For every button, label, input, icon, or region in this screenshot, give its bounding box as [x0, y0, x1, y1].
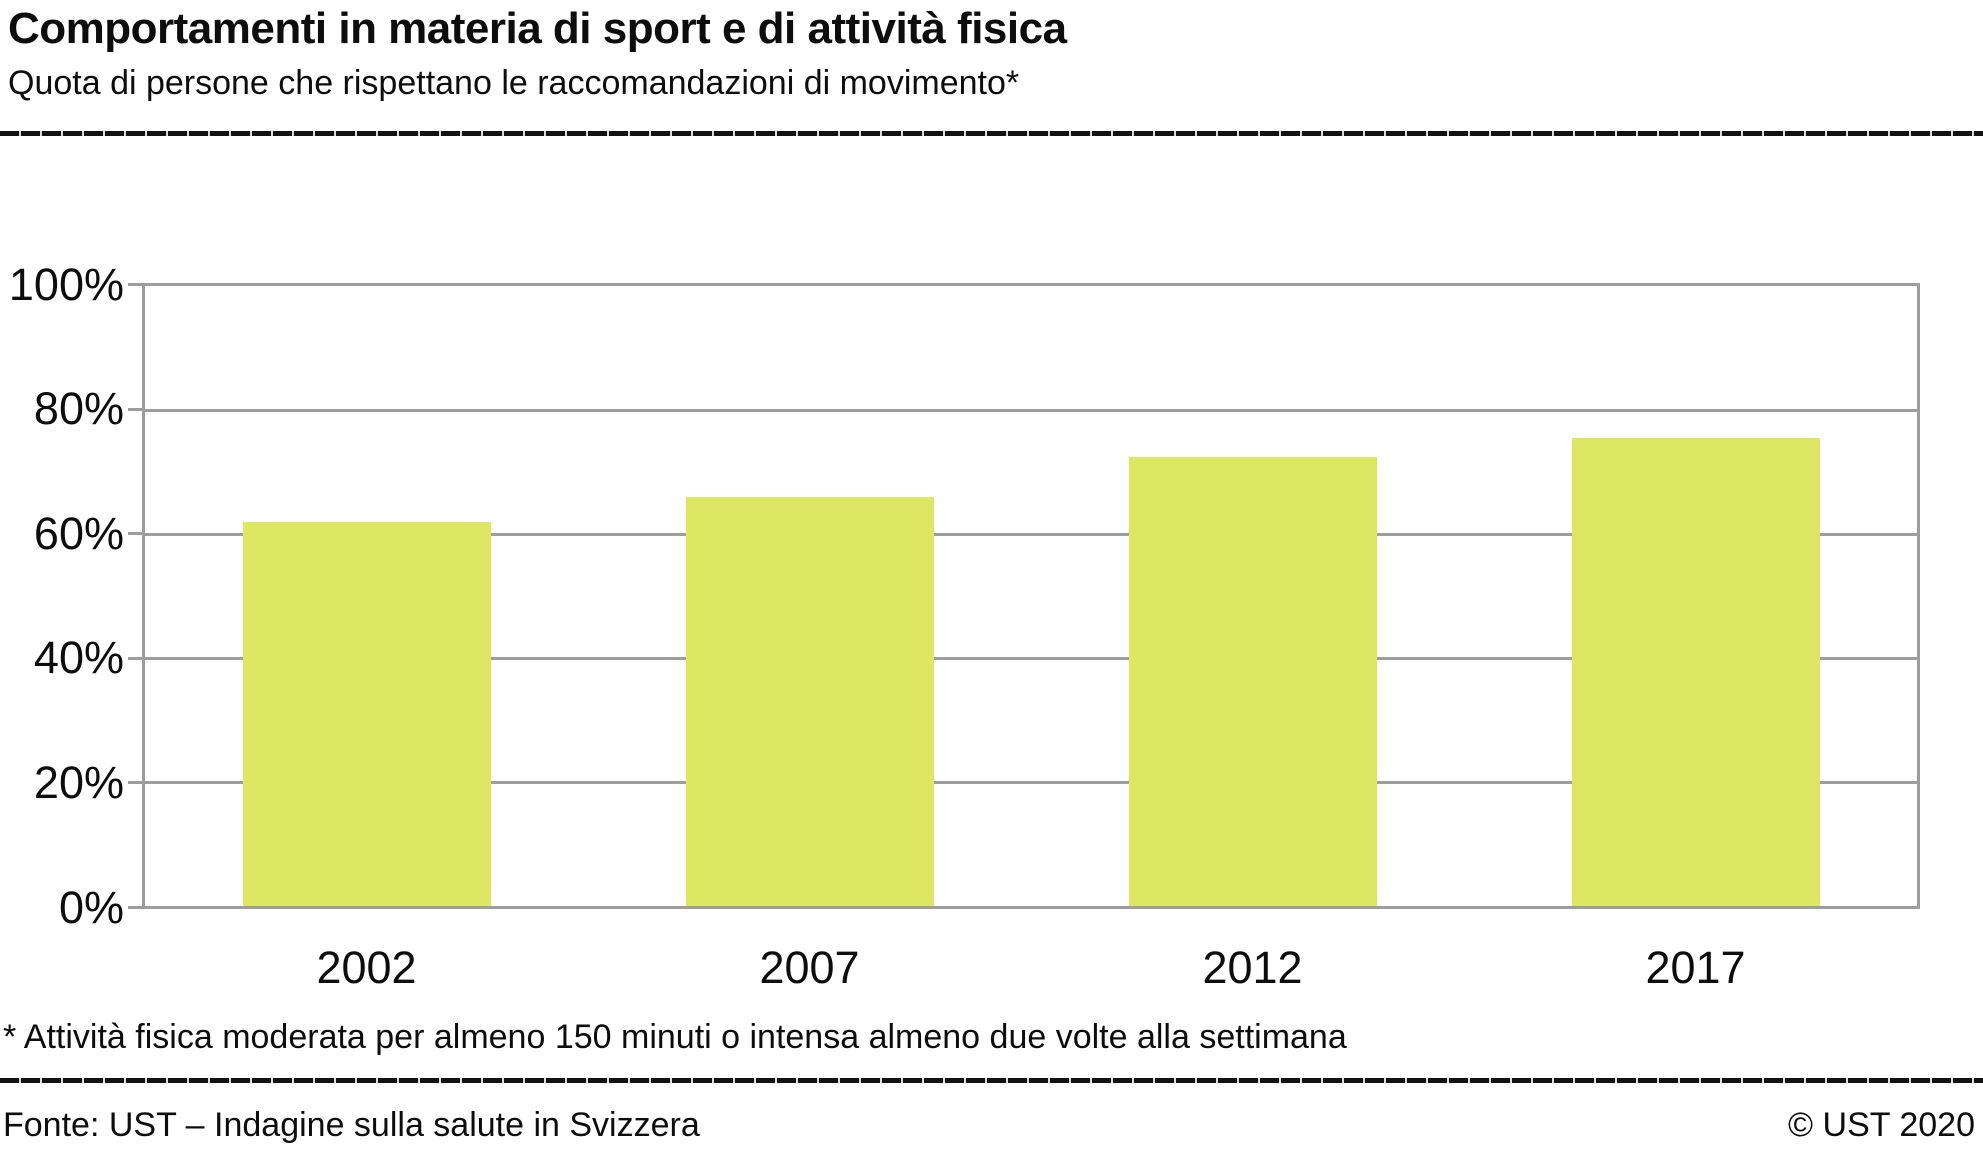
- footer: Fonte: UST – Indagine sulla salute in Sv…: [3, 1106, 1975, 1145]
- y-axis-label-20: 20%: [33, 756, 124, 808]
- gridline-60: [145, 532, 1917, 536]
- x-axis-label-2017: 2017: [1645, 942, 1746, 993]
- y-axis-label-80: 80%: [33, 383, 124, 435]
- copyright-text: © UST 2020: [1788, 1106, 1975, 1144]
- x-axis-label-2002: 2002: [316, 942, 417, 993]
- bar-2002: [242, 521, 491, 906]
- bar-2012: [1128, 456, 1377, 906]
- plot-area: [142, 283, 1920, 909]
- x-axis-label-2007: 2007: [759, 942, 860, 993]
- divider-top: [0, 131, 1983, 136]
- source-text: Fonte: UST – Indagine sulla salute in Sv…: [3, 1106, 700, 1144]
- y-axis-tick-0: [128, 906, 142, 909]
- y-axis-label-40: 40%: [33, 632, 124, 684]
- gridline-40: [145, 656, 1917, 660]
- bar-2007: [685, 496, 934, 906]
- y-axis-tick-20: [128, 781, 142, 785]
- gridline-20: [145, 780, 1917, 784]
- y-axis-label-100: 100%: [8, 258, 124, 310]
- divider-bottom: [0, 1078, 1983, 1083]
- y-axis-tick-60: [128, 532, 142, 536]
- bar-2017: [1571, 437, 1820, 906]
- y-axis-tick-100: [128, 283, 142, 286]
- y-axis-label-0: 0%: [58, 881, 124, 933]
- gridline-80: [145, 408, 1917, 412]
- y-axis-label-60: 60%: [33, 507, 124, 559]
- page-subtitle: Quota di persone che rispettano le racco…: [8, 64, 1020, 102]
- y-axis-tick-40: [128, 656, 142, 660]
- page-title: Comportamenti in materia di sport e di a…: [8, 4, 1067, 53]
- x-axis-label-2012: 2012: [1202, 942, 1303, 993]
- footnote: * Attività fisica moderata per almeno 15…: [3, 1018, 1347, 1056]
- y-axis-tick-80: [128, 407, 142, 411]
